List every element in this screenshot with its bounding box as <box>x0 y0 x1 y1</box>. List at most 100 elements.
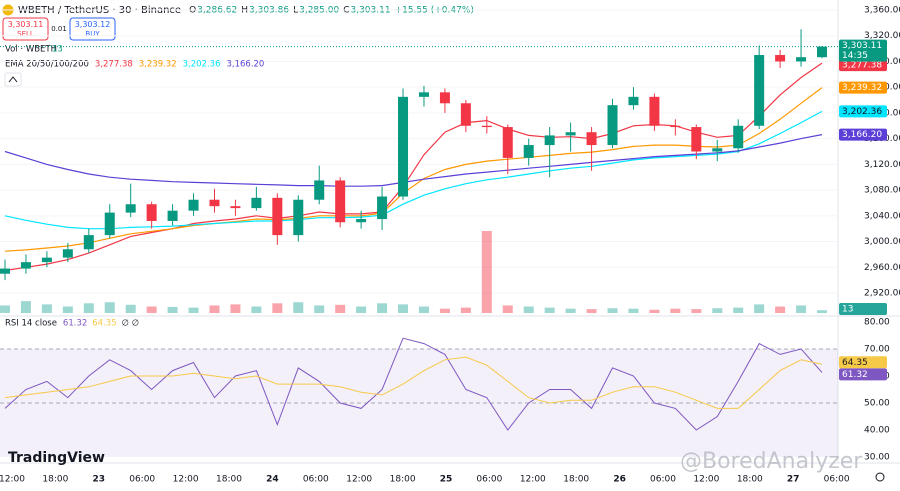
volume-bar <box>754 304 765 313</box>
y-tick-label: 3,040.00 <box>864 211 900 221</box>
candle-body <box>20 262 31 269</box>
rsi-line <box>4 356 823 409</box>
buy-price[interactable]: 3,303.12 <box>75 20 111 29</box>
volume-bar <box>146 306 157 313</box>
candle-body <box>188 199 199 211</box>
volume-bar <box>817 310 827 313</box>
buy-box[interactable] <box>69 17 116 41</box>
candle-body <box>817 46 827 58</box>
spread: 0.01 <box>51 25 67 33</box>
candle-body <box>146 204 157 221</box>
ema-line <box>4 110 823 230</box>
y-tick-label: 3,120.00 <box>864 160 900 170</box>
sell-label[interactable]: SELL <box>17 30 34 38</box>
candle-body <box>41 257 52 263</box>
candle-body <box>125 204 136 213</box>
ema-legend-value: 3,202.36 <box>183 60 221 70</box>
y-tick-label: 3,000.00 <box>864 237 900 247</box>
y-tick-label: 2,960.00 <box>864 263 900 273</box>
candle-body <box>565 132 576 136</box>
volume-bar <box>418 306 429 313</box>
watermark: @BoredAnalyzer <box>680 449 863 474</box>
time-label: 18:00 <box>42 475 68 485</box>
candle-body <box>607 105 618 146</box>
candle-body <box>251 197 262 209</box>
candle-body <box>230 206 241 209</box>
candle-body <box>649 96 660 126</box>
ema-legend-value: 3,239.32 <box>139 60 177 70</box>
candle-body <box>544 135 555 146</box>
volume-bar <box>209 305 220 313</box>
volume-bar <box>670 308 681 313</box>
volume-bar <box>293 302 304 313</box>
ema-line <box>4 87 823 252</box>
sell-button[interactable]: 3,303.11 SELL <box>2 17 49 41</box>
settings-icon[interactable] <box>875 472 885 482</box>
ema-badge-box <box>839 59 887 72</box>
volume-bar <box>586 309 597 313</box>
time-label: 06:00 <box>303 475 329 485</box>
volume-bar <box>20 301 31 313</box>
y-tick-label: 2,920.00 <box>864 289 900 299</box>
volume-bar <box>356 306 367 313</box>
sell-box[interactable] <box>2 17 49 41</box>
candle-body <box>775 55 786 62</box>
rsi-badge: 61.32 <box>842 370 868 380</box>
candle-body <box>314 180 325 200</box>
candle-body <box>0 268 10 274</box>
time-label: 06:00 <box>129 475 155 485</box>
ema-legend-value: 3,166.20 <box>226 60 264 70</box>
time-label: 25 <box>440 475 453 485</box>
rsi-legend: RSI 14 close <box>5 319 57 329</box>
countdown: 14:35 <box>842 51 868 61</box>
y-tick-label: 3,320.00 <box>864 31 900 41</box>
volume-bar <box>460 307 471 313</box>
rsi-tick-label: 80.00 <box>864 318 890 328</box>
time-label: 06:00 <box>824 475 850 485</box>
ema-line <box>4 62 823 272</box>
volume-bar <box>104 302 115 313</box>
candle-body <box>293 199 304 236</box>
ema-badge: 3,166.20 <box>842 130 882 140</box>
volume-bar <box>314 305 325 313</box>
candle-body <box>523 145 534 158</box>
candle-body <box>754 55 765 126</box>
rsi-ma-badge: 64.35 <box>842 358 868 368</box>
collapse-button[interactable] <box>4 72 22 87</box>
candle-body <box>586 132 597 146</box>
candle-body <box>209 199 220 207</box>
buy-label[interactable]: BUY <box>85 30 100 38</box>
volume-bar <box>41 304 52 313</box>
volume-bar <box>125 304 136 313</box>
ema-badge-box <box>839 128 887 141</box>
volume-bar <box>335 304 346 313</box>
ema-badge: 3,202.36 <box>842 107 882 117</box>
volume-bar <box>523 306 534 313</box>
volume-bar <box>649 309 660 313</box>
collapse-arrow[interactable] <box>8 76 18 83</box>
time-label: 18:00 <box>216 475 242 485</box>
time-label: 26 <box>613 475 626 485</box>
time-label: 12:00 <box>173 475 199 485</box>
rsi-tick-label: 70.00 <box>864 345 890 355</box>
candle-body <box>439 92 450 104</box>
volume-bar <box>230 304 241 313</box>
ema-badge: 3,239.32 <box>842 83 882 93</box>
buy-button[interactable]: 3,303.12 BUY <box>69 17 116 41</box>
rsi-ma-badge-box <box>839 356 887 369</box>
candle-body <box>502 127 513 158</box>
sell-price[interactable]: 3,303.11 <box>8 20 44 29</box>
volume-bar <box>188 307 199 313</box>
volume-bar <box>481 231 492 313</box>
candle-body <box>104 212 115 236</box>
ema-badge: 3,277.38 <box>842 61 882 71</box>
time-label: 24 <box>266 475 279 485</box>
candle-body <box>733 125 744 149</box>
volume-bar <box>502 305 513 313</box>
candle-body <box>796 57 807 62</box>
ema-line <box>4 134 823 187</box>
ema-badge-box <box>839 105 887 118</box>
rsi-legend-value: 61.32 <box>63 319 87 329</box>
candle-body <box>62 249 73 258</box>
